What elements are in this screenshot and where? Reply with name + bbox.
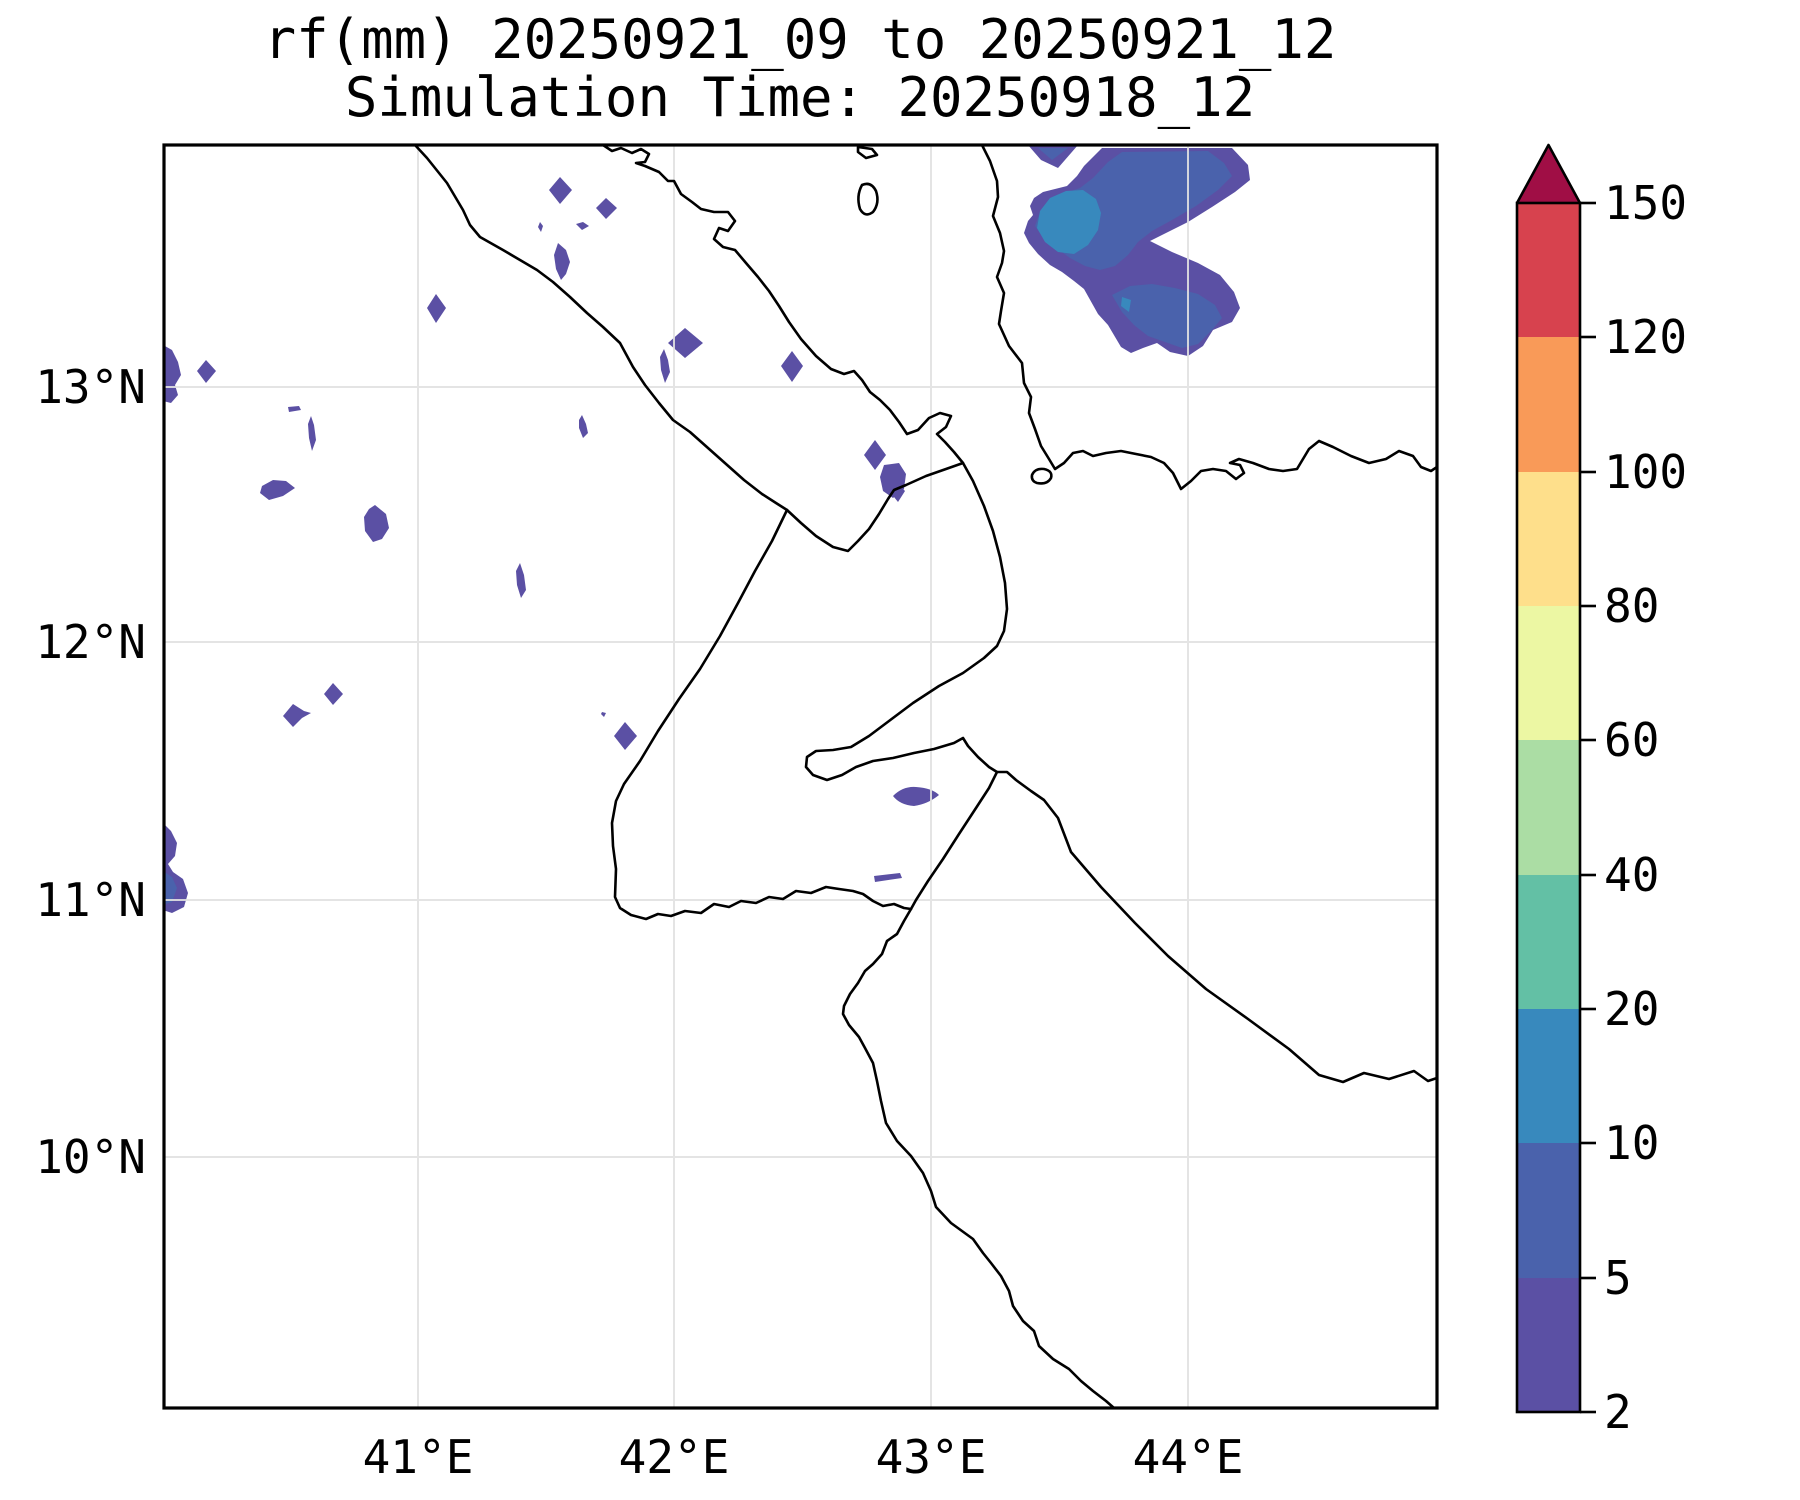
island-small — [856, 145, 879, 160]
colorbar-segment-20-40 — [1517, 875, 1580, 1009]
island-perim — [1030, 467, 1053, 485]
colorbar-over-arrow — [1517, 145, 1580, 203]
colorbar-arrow-outline — [1515, 143, 1582, 204]
colorbar-segment-60-80 — [1517, 606, 1580, 740]
border-ethiopia-somaliland — [841, 907, 1116, 1408]
x-tick-43E: 43°E — [875, 1430, 987, 1484]
colorbar-segment-100-120 — [1517, 337, 1580, 472]
cb-tick-40: 40 — [1604, 848, 1660, 902]
colorbar-segment-120-150 — [1517, 203, 1580, 337]
x-tick-41E: 41°E — [362, 1430, 474, 1484]
colorbar-segment-2-5 — [1517, 1278, 1580, 1412]
cb-tick-120: 120 — [1604, 310, 1688, 364]
cb-tick-60: 60 — [1604, 713, 1660, 767]
rain-patches-10-20mm — [1037, 190, 1131, 312]
colorbar-ticks — [1580, 201, 1596, 1414]
x-tick-42E: 42°E — [618, 1430, 730, 1484]
cb-tick-150: 150 — [1604, 176, 1688, 230]
plot-title-line1: rf(mm) 20250921_09 to 20250921_12 — [263, 8, 1337, 71]
border-djibouti-somaliland — [909, 770, 999, 911]
border-eritrea-ethiopia — [413, 145, 789, 512]
y-tick-10N: 10°N — [35, 1130, 146, 1184]
plot-title-line2: Simulation Time: 20250918_12 — [344, 66, 1256, 129]
colorbar-segment-10-20 — [1517, 1009, 1580, 1143]
border-eritrea-djibouti — [785, 461, 965, 553]
cb-tick-100: 100 — [1604, 445, 1688, 499]
colorbar-outline — [1515, 201, 1582, 1414]
graticule — [164, 145, 1437, 1408]
coastline-africa-redsea-gulfofaden — [601, 145, 1437, 1084]
island-zuqar — [857, 182, 879, 216]
y-tick-12N: 12°N — [35, 615, 146, 669]
cb-tick-2: 2 — [1604, 1385, 1632, 1439]
map-frame — [162, 143, 1439, 1410]
cb-tick-5: 5 — [1604, 1251, 1632, 1305]
rain-patches-5-10mm — [164, 148, 1232, 905]
cb-tick-20: 20 — [1604, 982, 1660, 1036]
y-tick-13N: 13°N — [35, 360, 146, 414]
colorbar — [1515, 143, 1596, 1414]
cb-tick-10: 10 — [1604, 1116, 1660, 1170]
colorbar-segment-80-100 — [1517, 472, 1580, 606]
colorbar-segment-5-10 — [1517, 1143, 1580, 1278]
cb-tick-80: 80 — [1604, 579, 1660, 633]
coastline-yemen — [980, 145, 1437, 491]
colorbar-segment-40-60 — [1517, 740, 1580, 875]
border-ethiopia-djibouti — [610, 508, 913, 921]
y-tick-11N: 11°N — [35, 873, 146, 927]
x-tick-44E: 44°E — [1132, 1430, 1244, 1484]
